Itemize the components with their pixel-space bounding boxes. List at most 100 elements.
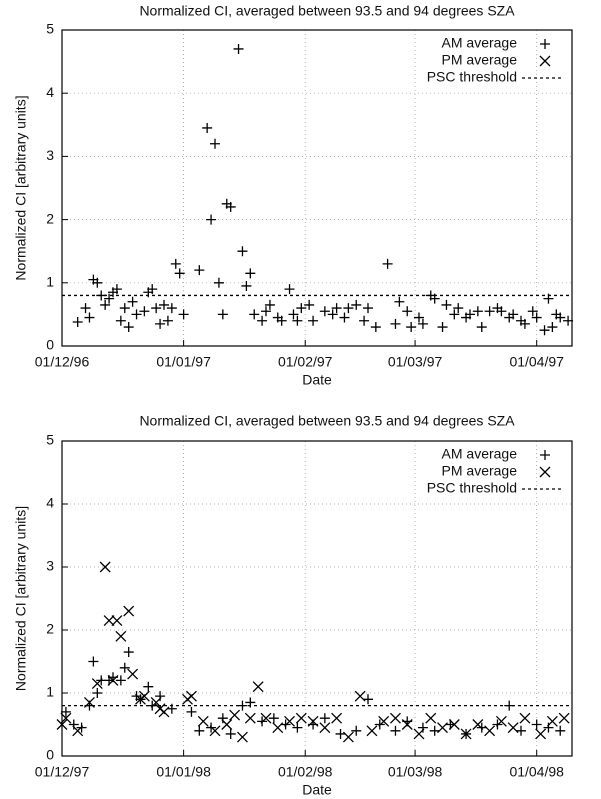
data-point [351,299,362,310]
data-point [363,303,373,314]
data-point [123,647,134,658]
data-point [84,312,95,323]
data-point [257,315,268,326]
data-point [484,306,495,317]
x-tick-label: 01/02/97 [278,354,333,370]
data-point [252,681,264,693]
data-point [394,296,405,307]
data-point [217,713,228,724]
data-point [558,712,570,724]
data-point [260,712,272,724]
data-point [331,303,342,314]
data-point [91,678,103,690]
x-axis-label: Date [302,782,332,798]
data-point [104,293,115,304]
y-tick-label: 4 [46,84,54,100]
data-point [139,306,150,317]
x-tick-label: 01/01/97 [156,354,211,370]
data-point [96,290,107,301]
data-point [304,299,315,310]
data-point [363,694,373,705]
data-point [292,315,303,326]
x-tick-label: 01/12/96 [35,354,90,370]
data-point [111,615,123,627]
data-point [225,728,236,739]
data-point [123,322,134,333]
data-point [119,303,130,314]
data-point [319,306,330,317]
data-point [378,715,390,727]
data-point [339,312,350,323]
legend-marker [539,466,551,478]
data-point [327,309,338,320]
data-point [296,303,307,314]
data-point [92,277,103,288]
legend-label: PSC threshold [427,69,517,85]
legend-label: AM average [442,446,518,462]
data-point [249,309,260,320]
y-tick-label: 0 [46,337,54,353]
data-point [178,309,189,320]
y-tick-label: 1 [46,274,54,290]
data-point [170,258,181,269]
legend-label: PM average [442,52,518,68]
data-point [221,719,233,730]
data-point [413,728,425,740]
data-point [519,318,530,329]
data-point [335,728,346,739]
chart-title: Normalized CI, averaged between 93.5 and… [139,413,515,429]
data-point [546,715,558,727]
data-point [276,315,287,326]
data-point [60,712,72,724]
data-point [209,725,221,737]
data-point [60,706,71,717]
data-point [472,306,483,317]
data-point [472,719,484,730]
data-point [84,696,95,708]
data-point [162,315,173,326]
data-point [319,722,331,734]
data-point [245,697,256,708]
data-point [437,322,448,333]
data-point [351,725,362,736]
data-point [115,675,126,686]
y-tick-label: 5 [46,432,54,448]
data-point [174,268,185,279]
y-tick-label: 4 [46,495,54,511]
y-tick-label: 3 [46,558,54,574]
data-point [261,306,271,317]
data-point [547,322,558,333]
data-point [496,306,507,317]
x-tick-label: 01/01/98 [156,764,211,780]
data-point [414,312,424,323]
data-point [123,605,135,617]
data-point [507,722,519,734]
data-point [225,201,236,212]
data-point [237,246,248,257]
x-tick-label: 01/03/97 [388,354,443,370]
legend-label: PM average [442,463,518,479]
data-point [138,690,150,702]
data-point [343,303,354,314]
x-tick-label: 01/12/97 [35,764,90,780]
y-tick-label: 0 [46,747,54,763]
data-point [155,691,166,702]
data-point [527,306,538,317]
data-point [460,728,472,740]
data-point [233,43,244,54]
data-point [331,712,343,724]
data-point [563,315,574,326]
data-point [448,719,460,730]
data-point [437,722,448,734]
legend-label: PSC threshold [427,480,517,496]
data-point [241,280,252,291]
data-point [516,725,526,736]
data-point [268,713,279,724]
data-point [155,318,166,329]
data-point [272,722,284,734]
data-point [504,700,515,711]
data-point [295,712,307,724]
x-tick-label: 01/03/98 [388,764,443,780]
data-point [186,690,197,702]
